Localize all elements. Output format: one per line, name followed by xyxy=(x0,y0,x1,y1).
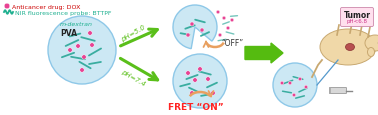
Text: “OFF”: “OFF” xyxy=(221,39,243,48)
Circle shape xyxy=(206,77,210,82)
Wedge shape xyxy=(173,6,217,49)
Circle shape xyxy=(288,82,292,85)
Text: Tumor: Tumor xyxy=(344,10,370,19)
Text: Anticancer drug: DOX: Anticancer drug: DOX xyxy=(12,4,81,9)
Circle shape xyxy=(88,32,92,36)
Circle shape xyxy=(68,48,72,53)
Text: FRET “ON”: FRET “ON” xyxy=(168,103,224,112)
Text: m-dextran: m-dextran xyxy=(60,21,93,26)
Circle shape xyxy=(222,17,226,21)
Circle shape xyxy=(173,55,227,108)
Circle shape xyxy=(216,11,220,15)
FancyBboxPatch shape xyxy=(341,8,373,27)
Ellipse shape xyxy=(365,36,378,52)
Circle shape xyxy=(4,4,10,10)
Text: pH=7.4: pH=7.4 xyxy=(120,68,146,87)
Circle shape xyxy=(186,71,190,76)
Circle shape xyxy=(80,68,84,73)
FancyArrow shape xyxy=(245,44,283,63)
Circle shape xyxy=(280,82,284,85)
Text: PVA: PVA xyxy=(60,28,77,37)
Circle shape xyxy=(226,27,230,31)
Circle shape xyxy=(304,85,308,89)
Circle shape xyxy=(186,34,190,38)
Circle shape xyxy=(190,23,194,27)
Circle shape xyxy=(218,34,222,37)
Circle shape xyxy=(273,63,317,107)
Text: NIR fluorescence probe: BTTPF: NIR fluorescence probe: BTTPF xyxy=(15,10,112,15)
Text: pH=5.0: pH=5.0 xyxy=(120,24,146,43)
FancyBboxPatch shape xyxy=(330,88,347,94)
Circle shape xyxy=(230,19,234,23)
Circle shape xyxy=(198,67,202,72)
Circle shape xyxy=(200,29,204,33)
Text: pH<6.8: pH<6.8 xyxy=(347,19,367,24)
Circle shape xyxy=(90,43,94,48)
Circle shape xyxy=(76,44,80,49)
Ellipse shape xyxy=(345,44,355,51)
Circle shape xyxy=(292,93,296,97)
Circle shape xyxy=(48,17,116,84)
Circle shape xyxy=(211,91,215,95)
Circle shape xyxy=(298,78,302,81)
Ellipse shape xyxy=(367,48,375,57)
Circle shape xyxy=(193,78,197,82)
Circle shape xyxy=(82,55,86,60)
Ellipse shape xyxy=(320,30,376,65)
Circle shape xyxy=(190,91,194,95)
